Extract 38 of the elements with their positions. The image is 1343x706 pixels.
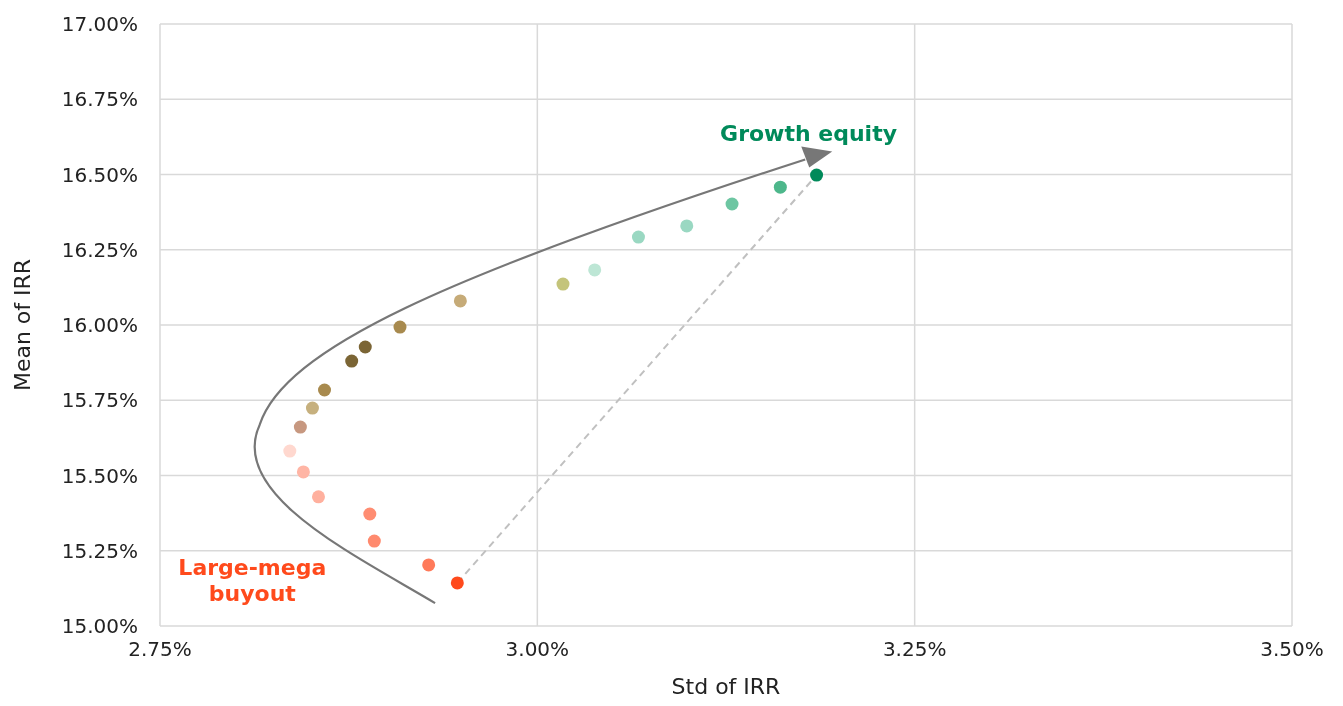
x-axis-title: Std of IRR — [671, 674, 781, 699]
point — [556, 277, 570, 291]
point — [305, 401, 319, 415]
y-tick-label: 15.25% — [61, 538, 138, 563]
y-tick-label: 15.75% — [61, 388, 138, 413]
y-tick-label: 16.75% — [61, 87, 138, 112]
annotation: Growth equity — [720, 121, 898, 147]
point — [296, 465, 310, 479]
y-axis-title: Mean of IRR — [10, 258, 35, 392]
point — [450, 576, 464, 590]
point — [453, 294, 467, 308]
y-tick-label: 16.50% — [61, 162, 138, 187]
point — [725, 197, 739, 211]
y-tick-label: 15.00% — [61, 614, 138, 638]
y-tick-label: 16.25% — [61, 237, 138, 262]
point — [345, 354, 359, 368]
point — [283, 444, 297, 458]
x-tick-label: 3.25% — [882, 637, 947, 661]
x-tick-label: 2.75% — [128, 637, 192, 661]
point — [810, 168, 824, 182]
point — [773, 180, 787, 194]
annotation: Large-mega buyout — [178, 554, 327, 606]
y-tick-label: 17.00% — [61, 12, 138, 36]
point — [588, 263, 602, 277]
y-tick-label: 15.50% — [61, 463, 138, 488]
x-tick-label: 3.50% — [1260, 637, 1324, 661]
point — [293, 420, 307, 434]
point — [367, 534, 381, 548]
point — [631, 230, 645, 244]
point — [318, 383, 332, 397]
point — [363, 507, 377, 521]
y-tick-label: 16.00% — [61, 313, 138, 337]
point — [422, 558, 436, 572]
point — [393, 320, 407, 334]
point — [311, 490, 325, 504]
point — [680, 219, 694, 233]
point — [358, 340, 372, 354]
x-tick-label: 3.00% — [505, 637, 570, 661]
